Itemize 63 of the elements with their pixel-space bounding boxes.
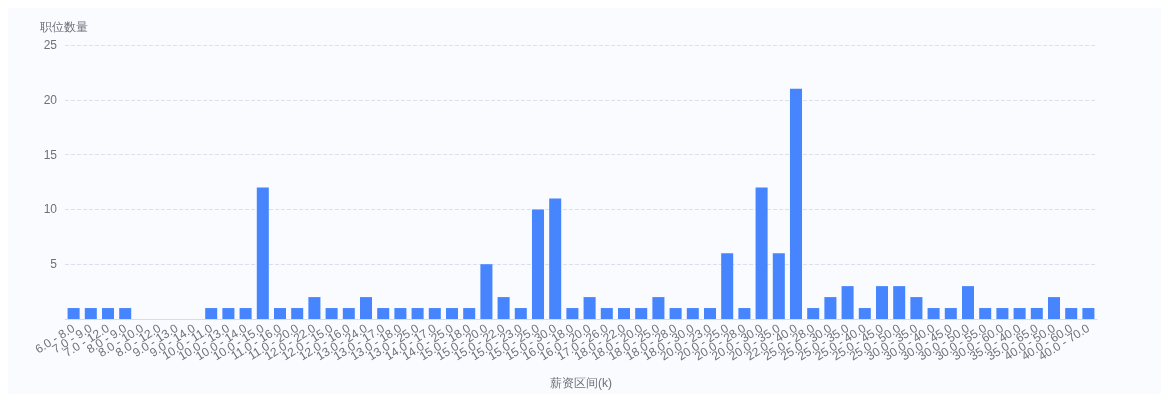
bar bbox=[858, 308, 871, 319]
x-axis-title: 薪资区间(k) bbox=[550, 376, 612, 390]
bar bbox=[566, 308, 579, 319]
bar bbox=[273, 308, 287, 319]
bar bbox=[308, 297, 321, 319]
bar bbox=[652, 297, 665, 319]
y-tick-label: 10 bbox=[43, 202, 58, 217]
bar bbox=[1047, 297, 1061, 319]
bar bbox=[927, 308, 940, 319]
bar bbox=[703, 308, 717, 319]
bar bbox=[480, 264, 493, 319]
bar bbox=[531, 209, 545, 319]
bar bbox=[359, 297, 373, 319]
bar bbox=[497, 297, 510, 319]
y-tick-label: 5 bbox=[50, 257, 58, 272]
bar bbox=[119, 308, 132, 319]
bar bbox=[428, 308, 441, 319]
bar bbox=[205, 308, 218, 319]
bar bbox=[239, 308, 252, 319]
bar bbox=[807, 308, 820, 319]
bar bbox=[979, 308, 992, 319]
bar bbox=[445, 308, 459, 319]
bar bbox=[583, 297, 596, 319]
bar bbox=[377, 308, 390, 319]
bar bbox=[961, 286, 975, 319]
bar bbox=[67, 308, 80, 319]
y-tick-label: 20 bbox=[43, 92, 58, 107]
bar bbox=[669, 308, 682, 319]
bar bbox=[514, 308, 527, 319]
bar bbox=[635, 308, 648, 319]
bar bbox=[84, 308, 97, 319]
bar bbox=[841, 286, 854, 319]
bar bbox=[721, 253, 734, 319]
bar bbox=[996, 308, 1009, 319]
bar bbox=[463, 308, 476, 319]
y-axis-title: 职位数量 bbox=[40, 20, 88, 34]
bar bbox=[101, 308, 115, 319]
bar bbox=[617, 308, 631, 319]
bar bbox=[755, 187, 768, 319]
bar bbox=[1065, 308, 1078, 319]
bar bbox=[600, 308, 613, 319]
bar bbox=[342, 308, 355, 319]
bar bbox=[411, 308, 424, 319]
bar bbox=[1030, 308, 1043, 319]
bar bbox=[256, 187, 269, 319]
bar bbox=[1013, 308, 1026, 319]
bar bbox=[549, 198, 562, 319]
y-tick-label: 15 bbox=[43, 147, 58, 162]
bar bbox=[944, 308, 957, 319]
bar bbox=[789, 88, 803, 319]
bar bbox=[824, 297, 837, 319]
bar bbox=[1082, 308, 1095, 319]
bar bbox=[291, 308, 304, 319]
bar bbox=[875, 286, 889, 319]
bar bbox=[222, 308, 235, 319]
bar bbox=[686, 308, 699, 319]
bar bbox=[910, 297, 923, 319]
bar bbox=[772, 253, 785, 319]
y-tick-label: 25 bbox=[43, 38, 58, 52]
bar bbox=[738, 308, 751, 319]
bar bbox=[893, 286, 906, 319]
bar bbox=[394, 308, 407, 319]
bar bbox=[325, 308, 338, 319]
